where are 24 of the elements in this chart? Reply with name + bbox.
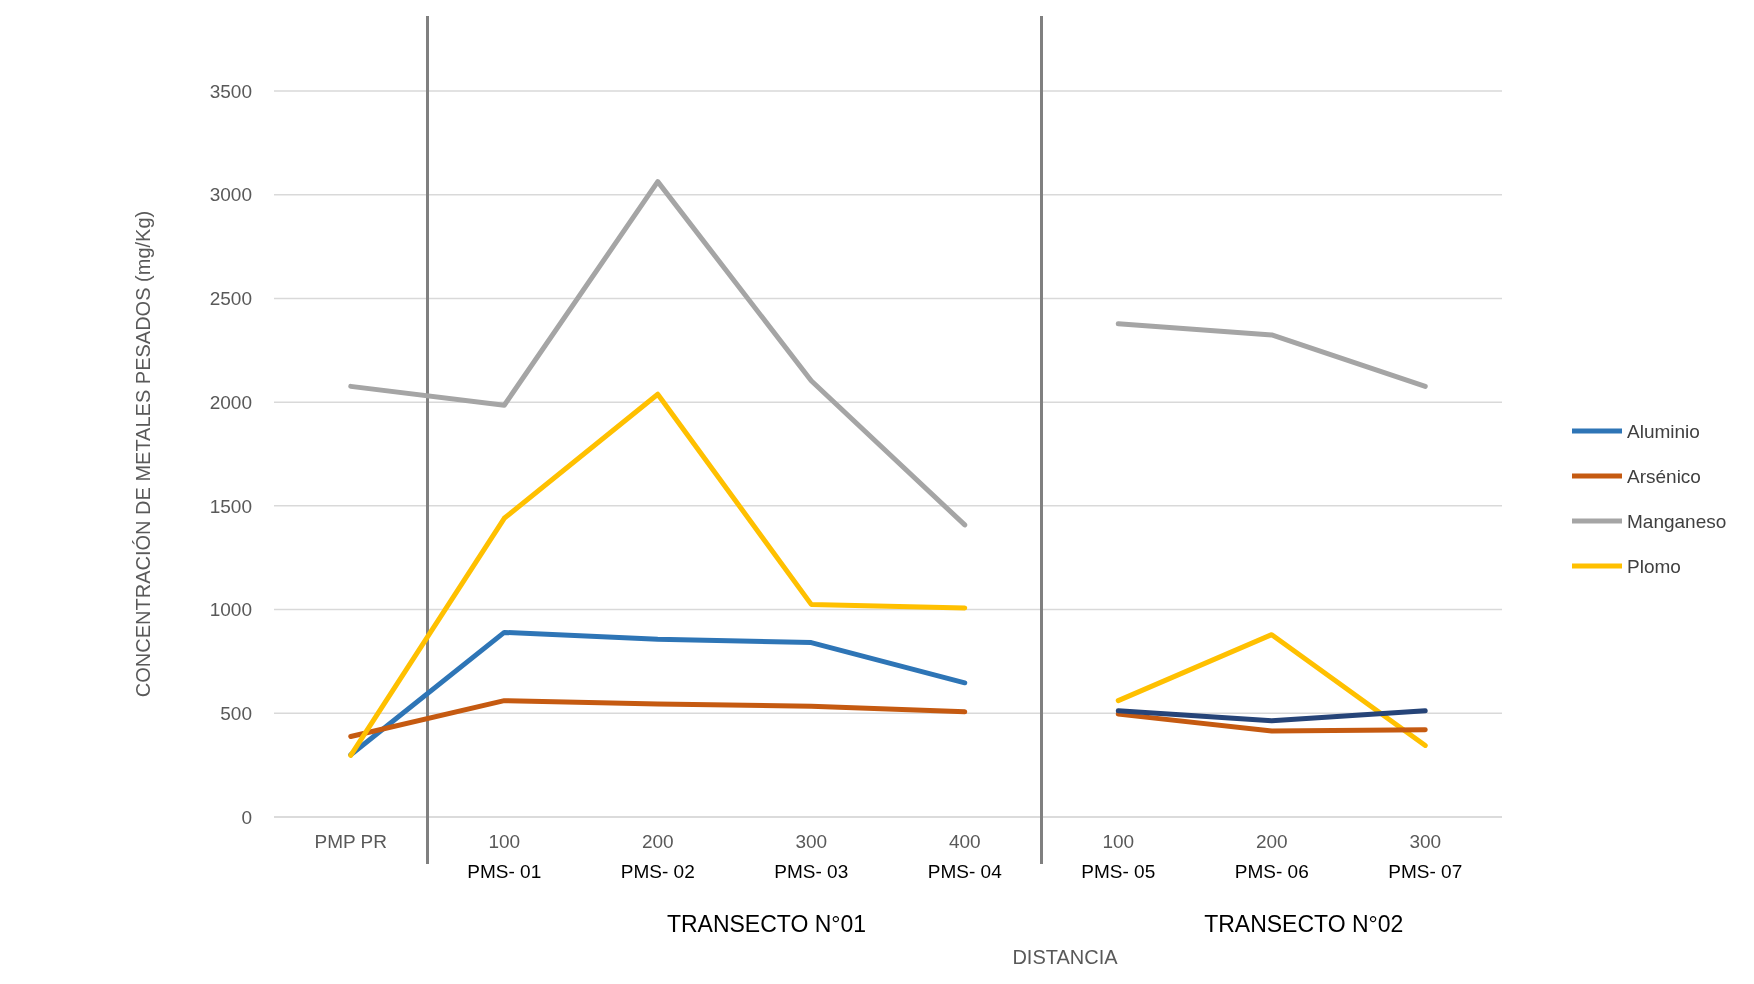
y-axis-title: CONCENTRACIÓN DE METALES PESADOS (mg/Kg) <box>132 210 154 698</box>
text: TRANSECTO N°01 <box>666 911 867 937</box>
x-tick-label: 300 PMS- 03 <box>774 831 849 882</box>
x-tick-label: 100 PMS- 05 <box>1081 831 1156 882</box>
x-tick-label: 100 PMS- 01 <box>467 831 542 882</box>
legend-label: Plomo <box>1627 555 1681 577</box>
y-tick-label: 1000 <box>209 599 252 621</box>
y-tick-label: 2500 <box>209 288 252 310</box>
x-tick-label: 400 PMS- 04 <box>927 831 1003 882</box>
y-tick-label: 1500 <box>209 495 252 517</box>
y-tick-label: 3000 <box>209 184 252 206</box>
text: TRANSECTO N°02 <box>1204 911 1404 937</box>
x-axis-title: DISTANCIA <box>1012 946 1119 968</box>
y-tick-label: 0 <box>241 806 252 828</box>
legend-label: Aluminio <box>1627 420 1700 442</box>
y-tick-label: 3500 <box>209 80 252 102</box>
legend-label: Arsénico <box>1627 465 1701 487</box>
y-tick-label: 2000 <box>209 391 252 413</box>
x-tick-label: 300 PMS- 07 <box>1388 831 1463 882</box>
x-tick-label: 200 PMS- 02 <box>620 831 695 882</box>
x-tick-label: 200 PMS- 06 <box>1234 831 1309 882</box>
legend-label: Manganeso <box>1627 510 1727 532</box>
y-tick-label: 500 <box>220 702 252 724</box>
x-tick-label: PMP PR <box>314 831 388 852</box>
